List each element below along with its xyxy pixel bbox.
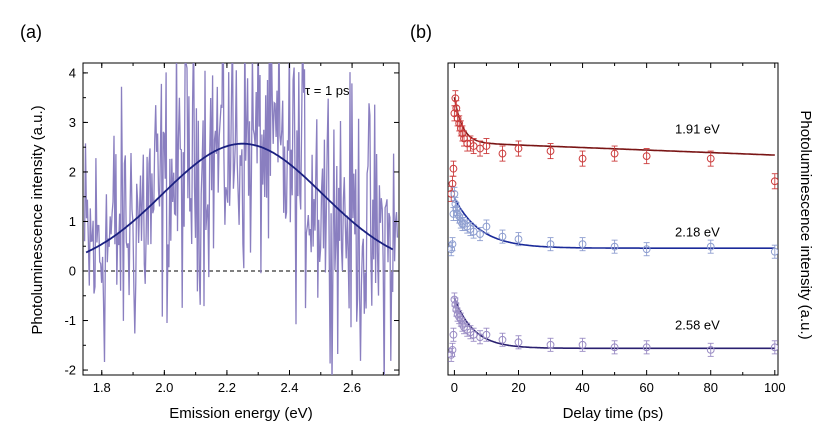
panel-a-fit-line xyxy=(85,142,394,254)
series-1 xyxy=(448,186,778,259)
panel-b-y-label: Photoluminescence intensity (a.u.) xyxy=(797,110,814,339)
panel-b-label: (b) xyxy=(410,22,432,42)
x-tick-label: 2.0 xyxy=(155,380,173,395)
data-point xyxy=(469,227,478,236)
data-point xyxy=(642,343,651,352)
data-point xyxy=(706,242,715,251)
data-point xyxy=(482,142,491,150)
data-point xyxy=(453,114,462,123)
data-point xyxy=(448,240,457,249)
data-point xyxy=(448,345,457,354)
panel-a-label: (a) xyxy=(20,22,42,42)
series-2 xyxy=(448,292,778,362)
data-point xyxy=(578,154,587,163)
x-tick-label: 100 xyxy=(764,380,786,395)
series-label: 2.18 eV xyxy=(675,225,720,240)
x-tick-label: 2.6 xyxy=(343,380,361,395)
data-point xyxy=(706,345,715,354)
data-point xyxy=(514,235,523,244)
y-tick-label: -1 xyxy=(64,313,76,328)
data-point xyxy=(514,338,523,347)
x-tick-label: 40 xyxy=(575,380,589,395)
panel-a-plot: 1.8 2.0 2.2 2.4 2.6 -2 -1 0 1 2 3 4 τ = 1 ps Emissi… xyxy=(29,62,400,422)
data-point xyxy=(469,330,478,339)
data-point xyxy=(610,149,619,158)
panel-b-plot-frame xyxy=(447,62,779,376)
data-point xyxy=(498,335,507,344)
data-point xyxy=(456,315,465,324)
data-point xyxy=(642,245,651,254)
panel-a-annotation: τ = 1 ps xyxy=(305,83,350,98)
y-tick-label: 4 xyxy=(69,65,76,80)
x-tick-label: 60 xyxy=(639,380,653,395)
x-tick-label: 0 xyxy=(451,380,458,395)
x-tick-label: 80 xyxy=(703,380,717,395)
data-point xyxy=(452,305,461,314)
data-point xyxy=(642,152,651,160)
data-point xyxy=(514,144,523,153)
y-tick-label: 0 xyxy=(69,264,76,279)
data-point xyxy=(449,164,458,173)
y-tick-label: 3 xyxy=(69,115,76,130)
y-tick-label: 1 xyxy=(69,214,76,229)
data-point xyxy=(452,104,461,113)
x-tick-label: 2.4 xyxy=(280,380,298,395)
data-point xyxy=(455,119,464,128)
panel-b-x-label: Delay time (ps) xyxy=(563,405,664,422)
data-point xyxy=(578,240,587,249)
data-point xyxy=(456,124,465,133)
series-label: 2.58 eV xyxy=(675,318,720,333)
panel-a-y-label: Photoluminescence intensity (a.u.) xyxy=(29,105,46,334)
data-point xyxy=(458,129,467,138)
panel-a-data-line xyxy=(83,63,399,375)
data-point xyxy=(498,232,507,241)
data-point xyxy=(476,230,484,238)
data-point xyxy=(770,247,778,256)
data-point xyxy=(770,343,778,352)
data-point xyxy=(610,343,619,352)
x-tick-label: 1.8 xyxy=(93,380,111,395)
data-point xyxy=(706,154,715,163)
data-point xyxy=(476,144,484,153)
data-point xyxy=(482,222,491,231)
data-point xyxy=(452,205,461,213)
series-label: 1.91 eV xyxy=(675,121,720,136)
data-point xyxy=(469,142,478,150)
x-tick-label: 20 xyxy=(511,380,525,395)
x-tick-label: 2.2 xyxy=(218,380,236,395)
y-tick-label: -2 xyxy=(64,363,76,378)
panel-b-plot: 0 20 40 60 80 100 1.91 eV 2.18 eV 2.58 eV Delay… xyxy=(447,62,814,422)
data-point xyxy=(546,147,555,155)
data-point xyxy=(546,340,555,349)
data-point xyxy=(448,350,456,359)
data-point xyxy=(449,330,458,339)
data-point xyxy=(448,245,456,254)
series-0 xyxy=(448,90,778,202)
data-point xyxy=(451,94,460,103)
data-point xyxy=(455,212,464,221)
data-point xyxy=(546,240,555,249)
data-point xyxy=(578,340,587,349)
data-point xyxy=(610,242,619,251)
data-point xyxy=(476,333,484,342)
panel-a-x-label: Emission energy (eV) xyxy=(169,405,312,422)
data-point xyxy=(770,177,778,186)
y-tick-label: 2 xyxy=(69,164,76,179)
data-point xyxy=(482,330,491,339)
panel-a-plot-frame xyxy=(82,62,400,376)
data-point xyxy=(498,149,507,158)
